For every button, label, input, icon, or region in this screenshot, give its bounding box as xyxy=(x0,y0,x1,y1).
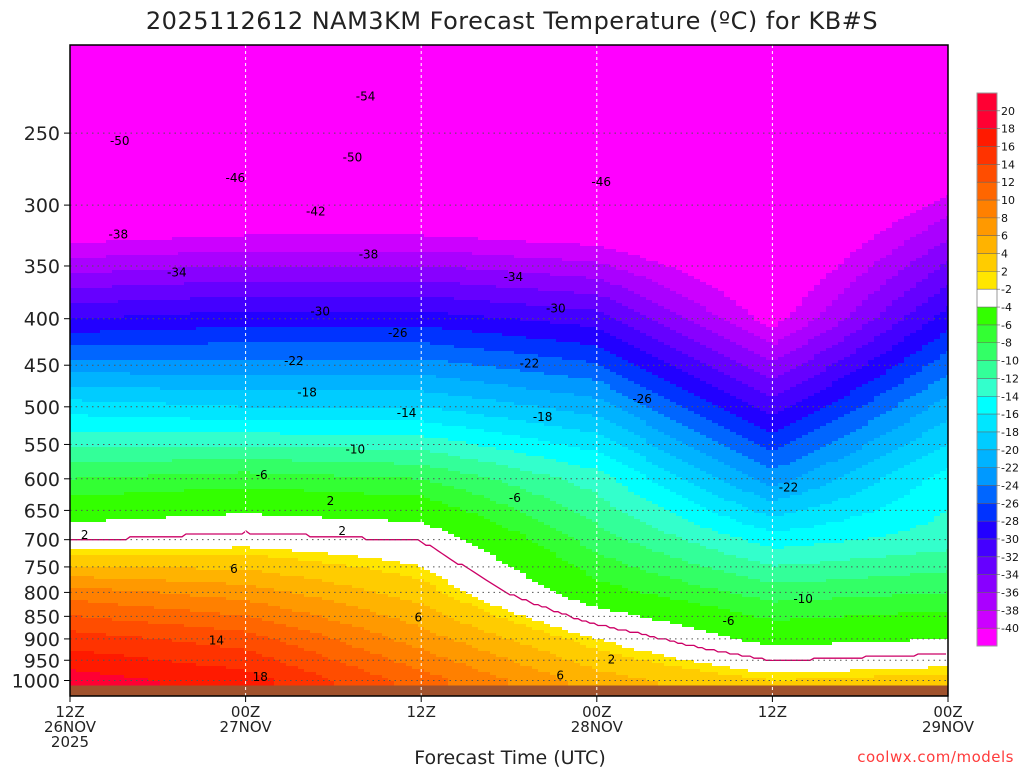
temperature-field xyxy=(70,45,953,697)
chart-title: 2025112612 NAM3KM Forecast Temperature (… xyxy=(146,7,878,35)
